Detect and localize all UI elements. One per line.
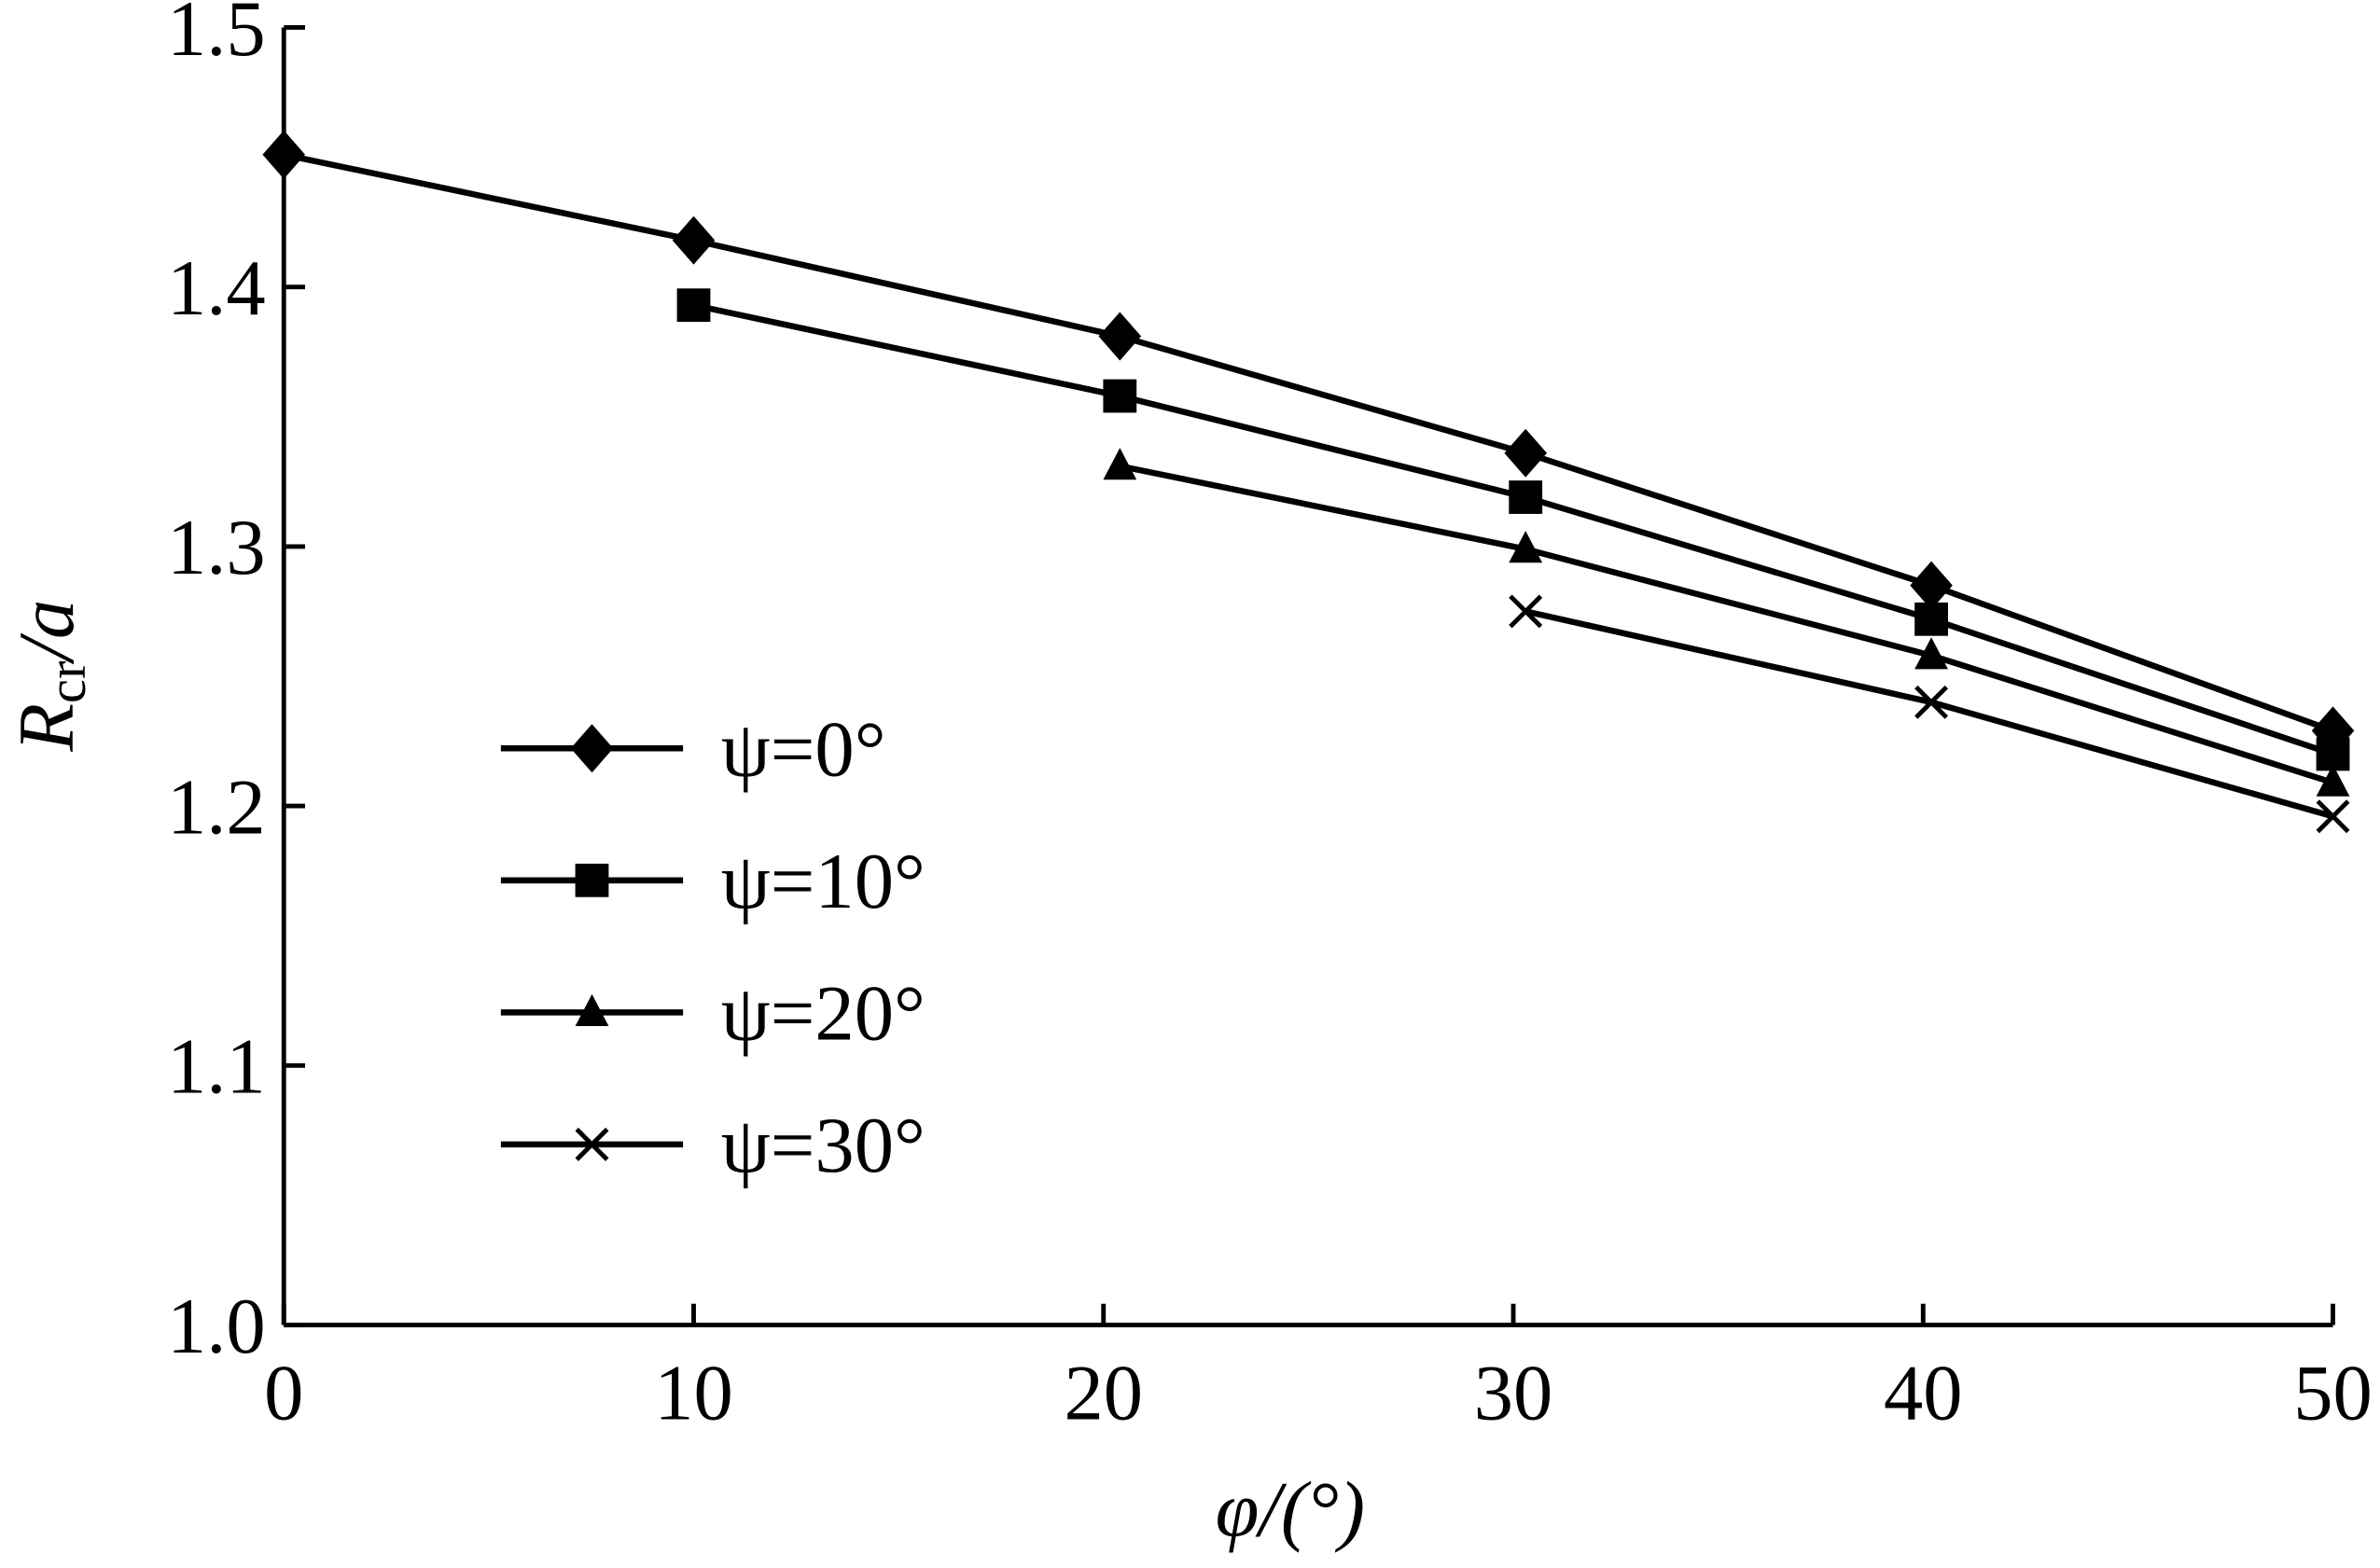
x-tick-label: 50 (2293, 1350, 2373, 1436)
marker-triangle (575, 993, 609, 1026)
marker-square (575, 863, 609, 897)
x-axis-label: φ/(°) (1216, 1467, 1365, 1554)
y-tick-label: 1.4 (167, 245, 266, 332)
marker-triangle (2316, 764, 2350, 797)
legend-label: ψ=10° (721, 839, 926, 925)
marker-square (1509, 480, 1543, 514)
marker-diamond (1504, 428, 1547, 478)
marker-x (1914, 685, 1949, 719)
marker-x (1509, 594, 1543, 629)
marker-triangle (1103, 448, 1137, 480)
legend-label: ψ=0° (721, 707, 886, 794)
marker-triangle (1509, 531, 1543, 563)
marker-triangle (1914, 637, 1948, 670)
marker-diamond (672, 215, 716, 265)
y-label-main: R (4, 703, 90, 753)
marker-diamond (262, 130, 306, 179)
y-axis-label: Rcr/a (4, 600, 97, 753)
marker-x (2316, 799, 2350, 834)
marker-square (1914, 602, 1948, 636)
x-tick-label: 0 (264, 1350, 303, 1436)
series-line (692, 301, 2334, 757)
marker-square (676, 288, 711, 323)
y-tick-label: 1.0 (167, 1284, 266, 1370)
x-tick-label: 30 (1474, 1350, 1553, 1436)
marker-diamond (570, 724, 614, 773)
x-tick-label: 20 (1064, 1350, 1143, 1436)
marker-diamond (1098, 312, 1142, 361)
series-line (283, 151, 2334, 734)
marker-square (1103, 379, 1137, 413)
x-tick-label: 40 (1884, 1350, 1963, 1436)
legend-label: ψ=30° (721, 1103, 926, 1189)
marker-diamond (1910, 561, 1953, 610)
y-label-rest: /a (4, 600, 90, 665)
marker-x (575, 1127, 609, 1161)
series-line (1119, 463, 2334, 786)
y-tick-label: 1.5 (167, 0, 266, 73)
x-tick-label: 10 (654, 1350, 733, 1436)
y-tick-label: 1.1 (167, 1024, 266, 1111)
y-tick-label: 1.3 (167, 505, 266, 591)
y-label-sub: cr (36, 660, 97, 702)
legend-label: ψ=20° (721, 971, 926, 1058)
y-tick-label: 1.2 (167, 764, 266, 851)
